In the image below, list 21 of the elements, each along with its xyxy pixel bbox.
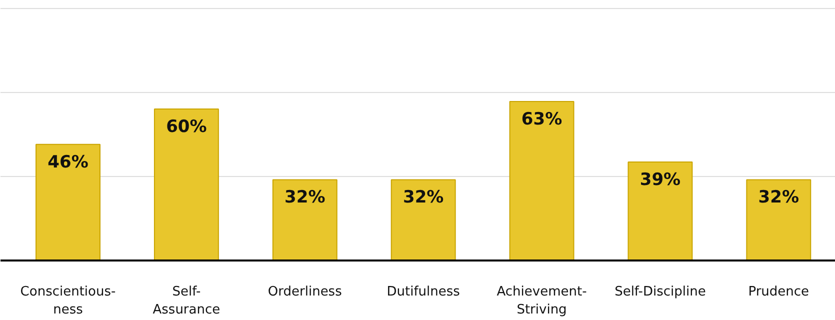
bar bbox=[272, 179, 338, 260]
bar bbox=[746, 179, 812, 260]
x-tick-label: Self-Discipline bbox=[614, 284, 706, 300]
x-tick-label: Orderliness bbox=[268, 284, 342, 300]
bar bbox=[154, 108, 219, 260]
x-tick-label: Conscientious- ness bbox=[20, 284, 116, 318]
x-tick-label: Prudence bbox=[748, 284, 810, 300]
data-label: 32% bbox=[758, 188, 800, 208]
data-label: 32% bbox=[284, 188, 326, 208]
bar bbox=[390, 179, 456, 260]
data-label: 60% bbox=[166, 117, 207, 138]
x-tick-label: Dutifulness bbox=[386, 284, 460, 300]
data-label: 46% bbox=[48, 152, 88, 172]
bar bbox=[509, 100, 574, 260]
bar bbox=[628, 162, 693, 260]
x-tick-label: Self- Assurance bbox=[152, 284, 220, 318]
data-label: 63% bbox=[521, 109, 562, 130]
x-tick-label: Achievement- Striving bbox=[496, 284, 588, 318]
data-label: 39% bbox=[640, 170, 681, 190]
bar bbox=[36, 144, 100, 260]
data-label: 32% bbox=[402, 188, 444, 208]
